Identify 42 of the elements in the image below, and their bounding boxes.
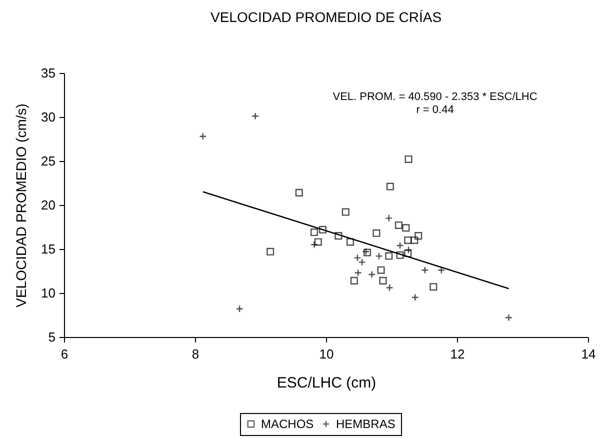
y-tick-label: 35 (41, 66, 56, 80)
point (402, 224, 410, 232)
y-tick-label: 25 (41, 154, 56, 168)
y-tick-label: 5 (48, 330, 56, 344)
point (314, 238, 322, 246)
point (404, 250, 412, 258)
point (396, 251, 404, 259)
x-axis-title: ESC/LHC (cm) (276, 374, 376, 392)
legend-label: MACHOS (261, 417, 314, 431)
annotation: r = 0.44 (416, 104, 454, 116)
point (377, 266, 385, 274)
point (414, 232, 422, 240)
x-tick-label: 8 (192, 346, 200, 362)
legend-label: HEMBRAS (336, 417, 396, 431)
y-tick-label: 15 (41, 242, 56, 256)
x-tick-label: 10 (319, 346, 334, 362)
point (266, 248, 274, 256)
x-tick-label: 12 (450, 346, 465, 362)
point (410, 236, 418, 244)
point (350, 276, 358, 284)
point (404, 236, 412, 244)
x-tick-label: 14 (581, 346, 596, 362)
point (310, 228, 318, 236)
y-axis-title: VELOCIDAD PROMEDIO (cm/s) (13, 104, 30, 308)
point (318, 226, 326, 234)
point (379, 276, 387, 284)
point (404, 155, 412, 164)
point (334, 232, 342, 240)
y-tick-label: 10 (41, 286, 56, 300)
point (394, 221, 402, 230)
point (295, 188, 303, 196)
point (430, 283, 438, 291)
annotation: VEL. PROM. = 40.590 - 2.353 * ESC/LHC (332, 91, 538, 103)
y-tick-label: 20 (41, 198, 56, 212)
chart-title: VELOCIDAD PROMEDIO DE CRÍAS (210, 9, 442, 25)
point (346, 238, 354, 246)
point (342, 208, 350, 216)
x-tick-label: 6 (60, 346, 68, 362)
y-tick-label: 30 (41, 110, 56, 124)
point (386, 182, 394, 190)
point (385, 252, 393, 260)
point (372, 229, 380, 237)
